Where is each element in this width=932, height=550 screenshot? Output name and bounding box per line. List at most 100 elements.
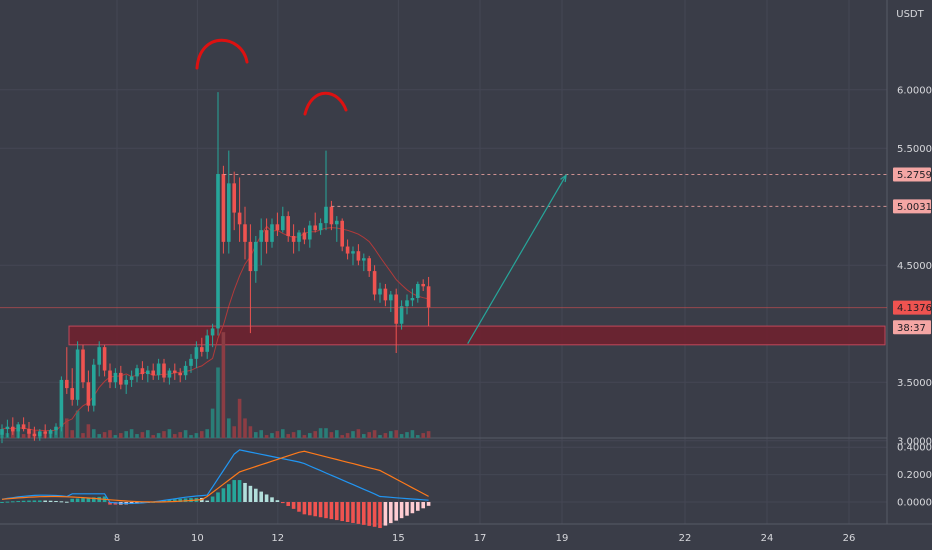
candle-body: [227, 183, 231, 242]
time-tick-label: 17: [474, 533, 487, 544]
time-tick-label: 19: [556, 533, 569, 544]
volume-bar: [221, 332, 226, 438]
macd-histogram-bar: [5, 501, 10, 503]
candle-body: [173, 370, 177, 373]
candle-body: [221, 173, 226, 242]
volume-bar: [318, 428, 323, 438]
macd-histogram-bar: [59, 501, 64, 503]
macd-tick-label: 0.4000: [897, 443, 932, 454]
macd-histogram-bar: [108, 502, 112, 505]
volume-bar: [340, 435, 344, 438]
volume-bar: [356, 429, 361, 438]
volume-bar: [270, 433, 274, 438]
price-levels: [0, 173, 887, 309]
volume-bar: [124, 431, 128, 438]
candle-body: [416, 283, 420, 299]
macd-histogram-bar: [178, 498, 182, 502]
macd-histogram-bar: [426, 502, 431, 506]
candle-body: [362, 258, 366, 261]
candle-body: [32, 433, 37, 437]
macd-histogram-bar: [86, 497, 91, 502]
volume-bar: [405, 432, 409, 438]
volume-bar: [97, 434, 101, 438]
candle-body: [232, 183, 236, 213]
macd-histogram-bar: [54, 500, 58, 502]
volume-bar: [227, 418, 231, 438]
candle-body: [324, 206, 328, 224]
volume-bar: [345, 433, 350, 438]
price-tick-label: 3.0000: [897, 436, 932, 447]
countdown-price-tag-label: 38:37: [897, 323, 926, 334]
candle-body: [254, 241, 258, 272]
volume-bar: [81, 433, 85, 438]
volume-bar: [173, 434, 177, 438]
macd-histogram-bar: [324, 502, 328, 519]
double-top-arc: [303, 91, 348, 116]
current-price-tag-label: 4.1376: [897, 303, 932, 314]
candle-body: [75, 349, 80, 400]
macd-histogram-bar: [351, 502, 355, 523]
current-price-tag: [893, 300, 931, 315]
candle-body: [5, 426, 10, 430]
volume-bar: [399, 434, 404, 438]
volume-bar: [102, 432, 107, 438]
candle-body: [81, 349, 85, 383]
time-tick-label: 22: [679, 533, 692, 544]
volume-bar: [416, 435, 420, 438]
volume-bar: [394, 430, 398, 438]
volume-bar: [156, 433, 161, 438]
macd-histogram-bar: [308, 502, 312, 516]
macd-histogram-bar: [356, 502, 361, 524]
volume-bar: [210, 408, 215, 438]
candle-body: [70, 388, 74, 400]
macd-tick-label: 0.2000: [897, 470, 932, 481]
volume-bar: [75, 410, 80, 438]
time-tick-label: 24: [761, 533, 774, 544]
macd-histogram-bar: [221, 488, 226, 502]
macd-histogram-bar: [32, 500, 37, 502]
price-tick-label: 3.5000: [897, 378, 932, 389]
macd-histogram-bar: [281, 502, 285, 504]
volume-bar: [216, 367, 220, 438]
macd-histogram-bar: [16, 500, 20, 502]
candle-body: [21, 424, 26, 430]
grid: [0, 0, 932, 525]
level-price-tag-label: 5.0031: [897, 202, 932, 213]
candle-body: [92, 364, 96, 406]
volume-bar: [21, 434, 26, 438]
volume-bar: [335, 430, 339, 438]
volume-bar: [378, 435, 382, 438]
volume-bar: [92, 429, 96, 438]
macd-histogram-bar: [259, 491, 263, 502]
macd-histogram-bar: [362, 502, 366, 525]
volume-bar: [389, 431, 393, 438]
candle-body: [399, 306, 404, 324]
macd-histogram-bar: [248, 485, 253, 502]
level-price-tag: [893, 167, 931, 182]
candle-body: [356, 251, 361, 261]
target-arrow-line: [467, 174, 567, 344]
candle-body: [313, 225, 317, 231]
volume-bar: [205, 429, 209, 438]
macd-histogram-bar: [254, 488, 258, 502]
candle-body: [27, 429, 31, 434]
candle-body: [48, 430, 53, 434]
macd-histogram-bar: [399, 502, 404, 519]
candle-body: [113, 372, 118, 383]
macd-histogram-bar: [0, 502, 4, 503]
candle-body: [156, 363, 161, 376]
volume-bar: [291, 432, 296, 438]
candle-body: [43, 431, 47, 434]
candle-body: [237, 212, 242, 225]
volume-bar: [426, 431, 431, 438]
volume-bar: [183, 430, 188, 438]
macd-histogram-bar: [70, 498, 74, 502]
macd-histogram-bar: [167, 499, 172, 502]
macd-histogram-bar: [81, 498, 85, 502]
candle-body: [102, 347, 107, 371]
annotations: [195, 38, 567, 344]
candle-body: [129, 376, 134, 380]
candle-body: [108, 370, 112, 383]
macd-tick-label: 0.0000: [897, 498, 932, 509]
